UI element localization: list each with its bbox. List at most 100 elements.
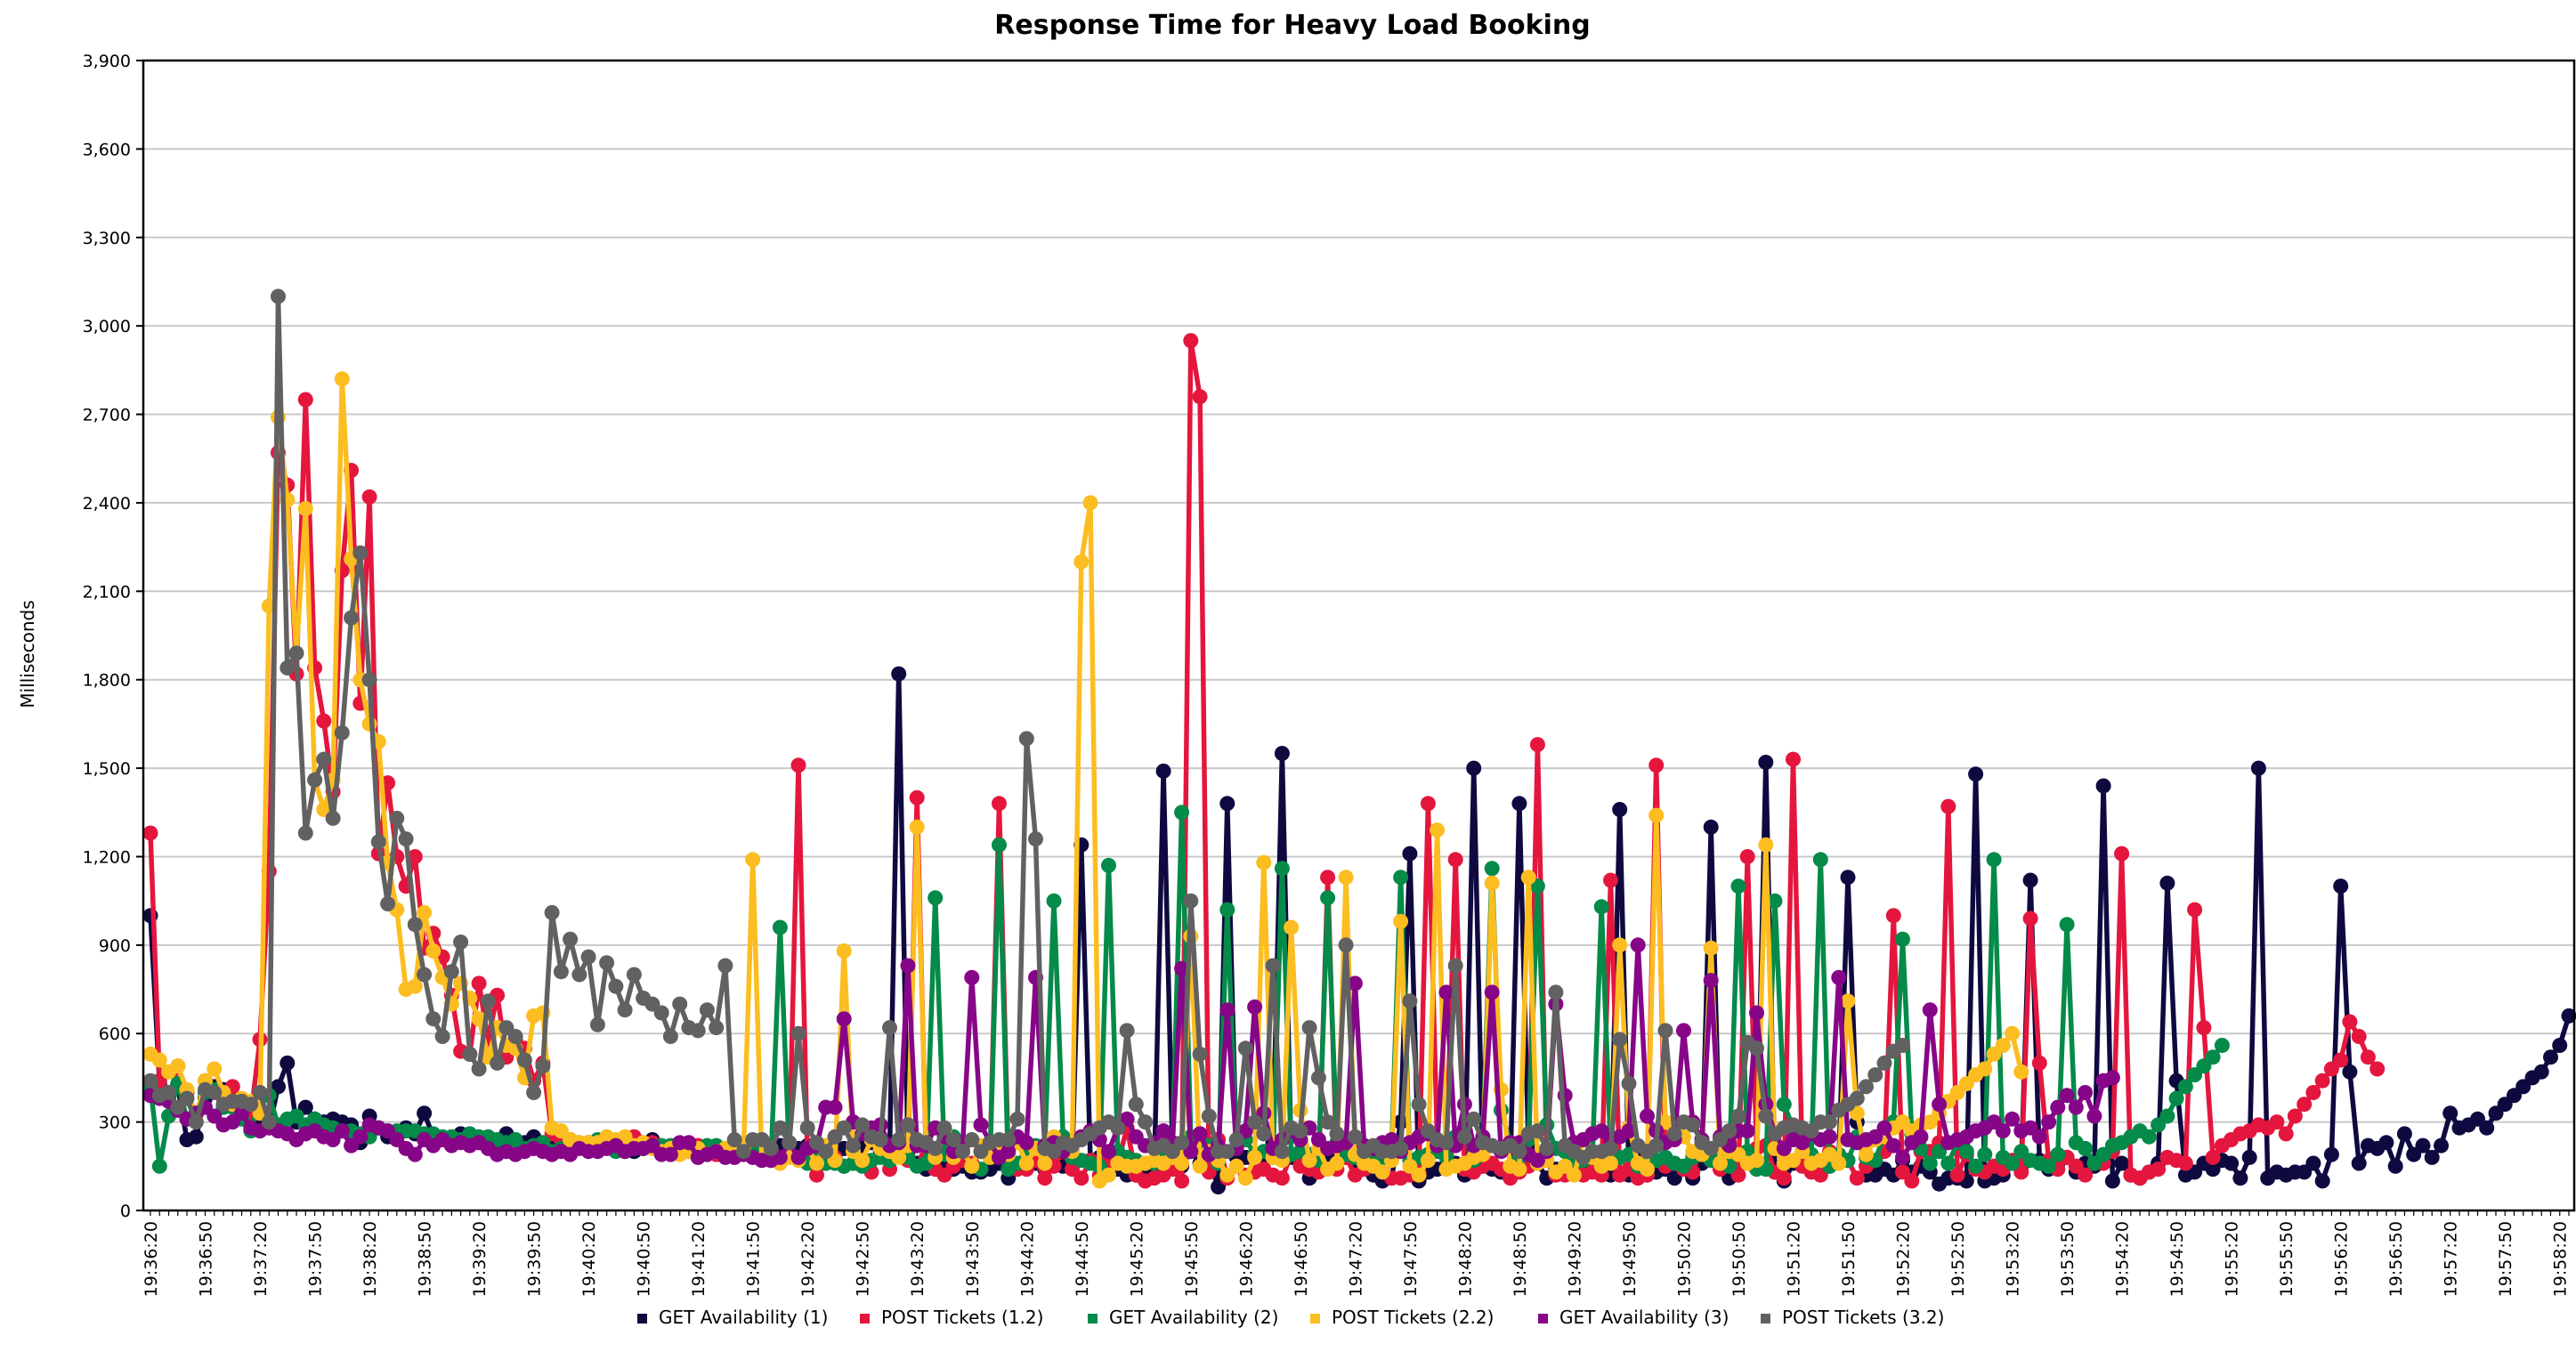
data-point: [2105, 1173, 2120, 1188]
x-tick-label: 19:58:20: [2551, 1221, 2571, 1297]
legend-item: GET Availability (2): [1088, 1307, 1278, 1328]
data-point: [901, 959, 916, 974]
data-point: [1073, 555, 1089, 570]
data-point: [1511, 1144, 1527, 1159]
data-point: [1430, 822, 1445, 838]
data-point: [1485, 861, 1500, 876]
x-tick-label: 19:44:50: [1073, 1221, 1092, 1297]
y-tick-label: 900: [99, 936, 131, 956]
data-point: [910, 790, 925, 805]
data-point: [2086, 1109, 2102, 1124]
data-point: [1731, 1109, 1746, 1124]
y-tick-label: 2,700: [83, 406, 131, 425]
data-point: [1758, 1109, 1773, 1124]
data-point: [1914, 1129, 1929, 1145]
x-tick-label: 19:37:20: [251, 1221, 271, 1297]
x-tick-label: 19:51:20: [1785, 1221, 1804, 1297]
data-point: [2050, 1100, 2065, 1115]
data-point: [1183, 333, 1198, 348]
data-point: [352, 1129, 368, 1145]
data-point: [1073, 1170, 1089, 1186]
data-point: [709, 1020, 724, 1035]
data-point: [800, 1121, 815, 1136]
data-point: [1731, 878, 1746, 894]
data-point: [1174, 1173, 1189, 1188]
data-point: [1000, 1132, 1016, 1147]
x-tick-label: 19:57:20: [2442, 1221, 2461, 1297]
data-point: [2442, 1105, 2458, 1121]
x-tick-label: 19:56:50: [2386, 1221, 2406, 1297]
data-point: [1923, 1156, 1938, 1171]
data-point: [490, 1056, 505, 1071]
data-point: [2159, 876, 2175, 891]
data-point: [279, 660, 295, 676]
data-point: [1412, 1097, 1427, 1112]
data-point: [335, 1123, 350, 1138]
data-point: [828, 1100, 843, 1115]
data-point: [2050, 1147, 2065, 1162]
data-point: [399, 831, 414, 846]
x-tick-label: 19:49:20: [1565, 1221, 1584, 1297]
data-point: [1603, 1156, 1618, 1171]
legend-item: POST Tickets (1.2): [860, 1307, 1043, 1328]
data-point: [1521, 870, 1536, 885]
y-tick-label: 600: [99, 1024, 131, 1044]
data-point: [1667, 1126, 1682, 1141]
data-point: [691, 1023, 706, 1038]
data-point: [2105, 1070, 2120, 1085]
data-point: [1530, 737, 1545, 752]
data-point: [1895, 1150, 1910, 1165]
x-tick-label: 19:55:50: [2277, 1221, 2297, 1297]
data-point: [1749, 1006, 1764, 1021]
data-point: [344, 611, 359, 626]
data-point: [2023, 873, 2038, 888]
data-point: [599, 955, 614, 970]
legend-swatch: [1761, 1314, 1770, 1324]
data-point: [2552, 1038, 2567, 1053]
x-tick-label: 19:54:50: [2167, 1221, 2187, 1297]
data-point: [1859, 1079, 1874, 1094]
data-point: [1987, 852, 2002, 867]
data-point: [2434, 1138, 2449, 1154]
y-tick-label: 3,300: [83, 229, 131, 248]
data-point: [316, 752, 331, 767]
data-point: [425, 943, 441, 959]
data-point: [1247, 1000, 1262, 1015]
data-point: [472, 1062, 487, 1077]
data-point: [2032, 1129, 2047, 1145]
data-point: [1841, 870, 1856, 885]
data-point: [1284, 920, 1299, 935]
data-point: [2159, 1109, 2175, 1124]
x-tick-label: 19:50:20: [1674, 1221, 1694, 1297]
data-point: [618, 1002, 633, 1017]
data-point: [2232, 1170, 2248, 1186]
data-point: [1594, 899, 1609, 914]
x-tick-label: 19:54:20: [2113, 1221, 2133, 1297]
data-point: [143, 1073, 158, 1089]
data-point: [1320, 890, 1335, 905]
data-point: [627, 967, 642, 983]
data-point: [581, 950, 596, 965]
data-point: [1548, 984, 1563, 1000]
data-point: [1183, 894, 1198, 909]
data-point: [1904, 1173, 1919, 1188]
data-point: [1786, 752, 1801, 767]
data-point: [1622, 1076, 1637, 1091]
data-point: [1877, 1121, 1892, 1136]
data-point: [1777, 1170, 1792, 1186]
x-tick-label: 19:57:50: [2496, 1221, 2515, 1297]
data-point: [1339, 937, 1354, 952]
x-tick-label: 19:37:50: [306, 1221, 326, 1297]
data-point: [143, 826, 158, 841]
data-point: [1047, 894, 1062, 909]
data-point: [189, 1129, 204, 1145]
data-point: [180, 1091, 195, 1106]
data-point: [1749, 1153, 1764, 1168]
data-point: [2215, 1038, 2230, 1053]
data-point: [152, 1159, 167, 1174]
data-point: [764, 1141, 779, 1156]
data-point: [1402, 846, 1417, 862]
data-point: [417, 905, 432, 920]
data-point: [846, 1138, 861, 1154]
